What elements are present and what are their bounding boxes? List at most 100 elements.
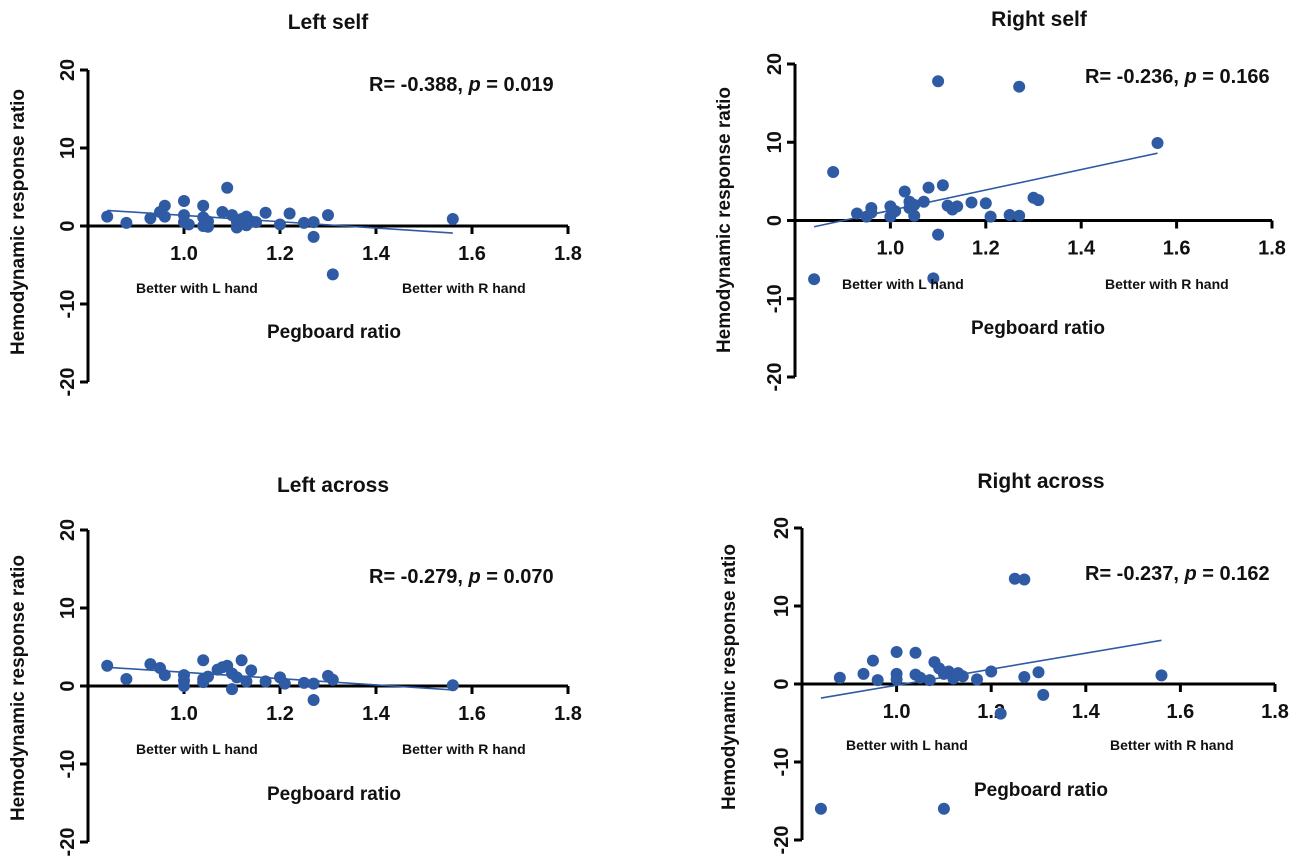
x-tick-label: 1.4 [1072,701,1101,723]
chart-title: Right across [977,470,1104,493]
x-tick-label: 1.0 [876,238,904,260]
data-point [890,673,903,686]
data-point [178,195,190,208]
data-point [1018,573,1031,586]
data-point [446,679,459,692]
y-axis-label: Hemodynamic response ratio [8,89,29,355]
data-point [245,664,258,677]
data-point [1018,670,1031,683]
data-point [1003,209,1016,222]
data-point [216,205,229,218]
note-better-left: Better with L hand [842,276,964,292]
x-tick-label: 1.0 [883,701,911,723]
y-axis-label: Hemodynamic response ratio [719,544,740,810]
y-tick-label: -10 [771,748,793,777]
data-point [1037,688,1050,701]
stat-p-label: p [1184,66,1197,88]
data-point [814,802,827,815]
data-point [120,216,133,229]
data-point [984,210,997,223]
stat-p-value: = 0.070 [486,566,553,588]
data-point [144,212,157,225]
y-tick-label: 20 [771,517,793,539]
data-point [936,179,949,192]
data-point [917,195,930,208]
data-point [937,802,950,815]
x-tick-label: 1.6 [1163,238,1191,260]
note-better-left: Better with L hand [136,280,258,296]
data-point [322,209,334,222]
x-axis-label: Pegboard ratio [974,780,1108,801]
correlation-stat: R= -0.279, p = 0.070 [369,566,554,588]
data-point [202,670,214,683]
data-point [865,206,878,219]
x-tick-label: 1.0 [170,243,198,265]
x-tick-label: 1.6 [1166,701,1194,723]
data-point [932,228,945,241]
stat-p-value: = 0.019 [486,74,553,96]
stat-r: R= -0.236, [1085,66,1179,88]
y-tick-label: -10 [57,290,79,319]
x-axis-label: Pegboard ratio [971,318,1105,339]
data-point [120,672,133,685]
data-point [1008,572,1021,585]
data-point [985,665,998,678]
data-point [197,654,210,667]
data-point [144,658,157,671]
x-tick-label: 1.2 [972,238,1000,260]
data-point [274,218,286,231]
y-tick-label: -10 [764,284,786,313]
data-point [909,646,922,659]
data-point [298,216,310,229]
chart-title: Left across [277,474,389,497]
data-point [158,669,171,682]
y-tick-label: 10 [771,595,793,617]
y-tick-label: 0 [57,680,79,691]
y-tick-label: 20 [764,53,786,75]
x-tick-label: 1.2 [266,703,294,725]
data-point [866,654,879,667]
y-axis-label: Hemodynamic response ratio [8,555,29,821]
data-point [965,196,978,209]
y-tick-label: 0 [57,220,79,231]
data-point [158,199,171,212]
data-point [240,675,253,688]
data-point [259,206,272,219]
data-point [221,181,234,194]
data-point [922,181,935,194]
data-point [278,677,291,690]
stat-p-label: p [468,566,481,588]
y-tick-label: -20 [57,828,79,857]
note-better-right: Better with R hand [402,741,526,757]
x-tick-label: 1.4 [1067,238,1096,260]
data-point [259,675,272,688]
data-point [1032,194,1045,207]
data-point [871,674,884,687]
chart-title: Right self [991,8,1088,31]
x-tick-label: 1.0 [170,703,198,725]
data-point [956,670,969,683]
stat-r: R= -0.388, [369,74,463,96]
data-point [230,671,243,684]
data-point [446,212,459,225]
data-point [202,220,214,233]
x-tick-label: 1.8 [554,243,582,265]
note-better-right: Better with R hand [1105,276,1229,292]
stat-p-label: p [1184,563,1197,585]
y-tick-label: -20 [57,368,79,397]
correlation-stat: R= -0.388, p = 0.019 [369,74,554,96]
correlation-stat: R= -0.237, p = 0.162 [1085,563,1270,585]
note-better-right: Better with R hand [402,280,526,296]
x-tick-label: 1.2 [266,243,294,265]
data-point [226,683,238,696]
data-point [326,268,339,281]
x-tick-label: 1.8 [1258,238,1286,260]
data-point [307,216,320,229]
data-point [283,207,296,220]
note-better-right: Better with R hand [1110,737,1234,753]
